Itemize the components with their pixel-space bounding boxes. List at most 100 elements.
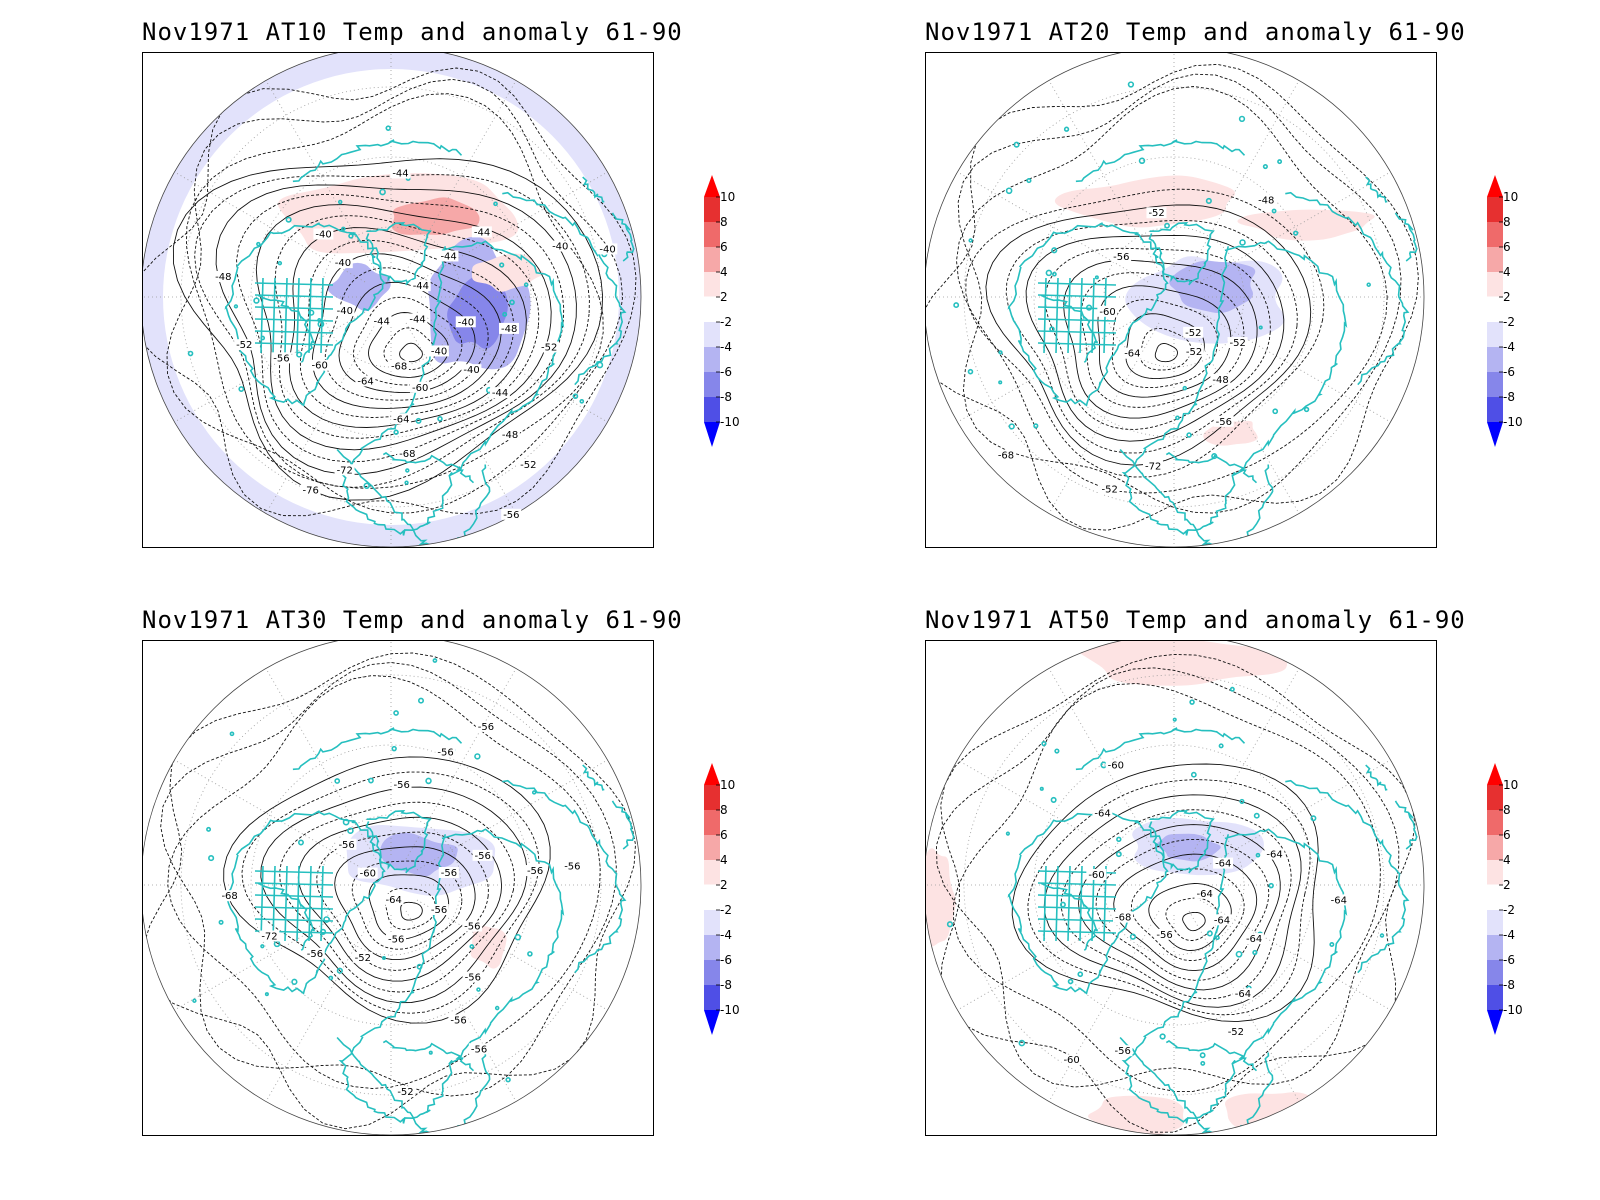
island	[493, 201, 498, 207]
colorbar-segment	[1487, 397, 1503, 422]
colorbar-label: -10	[720, 1003, 740, 1017]
island	[1052, 271, 1057, 277]
colorbar-segment	[704, 985, 720, 1010]
panel-title: Nov1971 AT30 Temp and anomaly 61-90	[142, 606, 683, 634]
colorbar-arrow-bottom	[1487, 422, 1503, 447]
contour-label: -56	[431, 905, 447, 916]
isotherm	[1165, 897, 1219, 941]
contour-label: -52	[1228, 1027, 1244, 1038]
boundary-line	[1037, 282, 1117, 286]
contour-label: -68	[399, 449, 415, 460]
contour-label-bg	[1086, 868, 1107, 880]
colorbar-label: -2	[1503, 903, 1515, 917]
isotherm	[1044, 247, 1271, 430]
panel-title: Nov1971 AT10 Temp and anomaly 61-90	[142, 18, 683, 46]
panel-at30: Nov1971 AT30 Temp and anomaly 61-90 -56 -…	[142, 588, 922, 1178]
isotherm	[236, 193, 565, 463]
contour-label-bg	[995, 449, 1016, 461]
island	[1159, 1033, 1166, 1040]
contour-label: -56	[464, 922, 480, 933]
contour-label-bg	[332, 257, 353, 269]
boundary-line	[284, 865, 288, 942]
panel-at10: Nov1971 AT10 Temp and anomaly 61-90 -40 -…	[142, 0, 922, 590]
island	[1033, 423, 1039, 429]
contour-label-bg	[407, 313, 428, 325]
contour-label: -52	[1186, 347, 1202, 358]
contour-label: -60	[1099, 307, 1115, 318]
coastline	[1394, 800, 1418, 850]
contour-label-bg	[1211, 914, 1232, 926]
boundary-line	[296, 865, 300, 942]
island	[277, 260, 283, 266]
colorbar-label: 4	[1503, 265, 1511, 279]
contour-label: -40	[431, 346, 447, 357]
isotherm	[1080, 272, 1245, 408]
contour-label: -56	[1113, 252, 1129, 263]
cold-anomaly	[447, 270, 508, 349]
island	[953, 302, 960, 309]
boundary-line	[254, 870, 334, 874]
isotherm	[1095, 838, 1270, 981]
boundary-line	[254, 894, 334, 898]
map-svg: -40 -40 -44 -48 -52 -56 -60 -64 -68 -72 -76 -68 -64 -…	[143, 53, 642, 547]
panel-at20: Nov1971 AT20 Temp and anomaly 61-90 -52-…	[925, 0, 1600, 590]
island	[285, 216, 292, 223]
island	[1041, 741, 1047, 747]
coastline	[365, 222, 432, 286]
contour-label: -40	[599, 244, 615, 255]
isotherm	[167, 675, 601, 1089]
island	[1199, 1052, 1206, 1059]
colorbar-label: 10	[720, 190, 736, 204]
island	[432, 658, 438, 663]
colorbar-label: 6	[1503, 240, 1511, 254]
contour-label-bg	[410, 280, 431, 292]
colorbar-label: -4	[720, 340, 732, 354]
contour-label: -48	[502, 430, 518, 441]
island	[260, 335, 266, 341]
contour-label-bg	[219, 890, 240, 902]
colorbar-segment	[704, 910, 720, 935]
island	[509, 299, 515, 306]
colorbar-label: 4	[1503, 853, 1511, 867]
contour-label-bg	[1213, 415, 1234, 427]
polar-map: -56 -56 -56 -56 -56 -52 -56 -52 -56 -72 -68 -64 -60 -…	[142, 640, 654, 1136]
contour-label: -60	[360, 869, 376, 880]
isotherm	[1011, 763, 1319, 1023]
boundary-line	[1043, 865, 1047, 942]
colorbar: 10 8 6 4 2 -2 -4 -6 -8 -10	[702, 175, 772, 455]
island	[208, 855, 215, 862]
contour-label-bg	[550, 240, 571, 252]
island	[1379, 933, 1385, 938]
island	[437, 416, 443, 422]
colorbar-label: 2	[1503, 290, 1511, 304]
warm-anomaly	[1088, 1095, 1185, 1135]
contour-label: -56	[471, 1044, 487, 1055]
colorbar-segment	[1486, 884, 1504, 911]
island	[404, 480, 409, 485]
island	[1293, 230, 1299, 236]
contour-label-bg	[538, 341, 559, 353]
contour-label-bg	[1232, 988, 1253, 1000]
boundary-line	[1037, 318, 1117, 322]
contour-label-bg	[518, 458, 539, 470]
contour-label-bg	[471, 226, 492, 238]
isotherm	[324, 267, 489, 401]
island	[1211, 453, 1218, 460]
isotherm	[1182, 911, 1206, 932]
colorbar-segment	[1487, 372, 1503, 397]
contour-label: -56	[1216, 417, 1232, 428]
contour-label: -44	[413, 281, 429, 292]
boundary-line	[254, 294, 334, 298]
coastline	[1365, 176, 1388, 203]
contour-label-bg	[334, 464, 355, 476]
coastline	[1285, 191, 1410, 386]
island	[476, 987, 481, 992]
contour-label-bg	[234, 339, 255, 351]
island	[308, 309, 315, 316]
contour-label-bg	[397, 447, 418, 459]
island	[1252, 949, 1258, 956]
contour-label-bg	[562, 860, 583, 872]
coastline	[1121, 828, 1348, 1124]
island	[579, 398, 585, 404]
isotherm	[299, 239, 515, 418]
